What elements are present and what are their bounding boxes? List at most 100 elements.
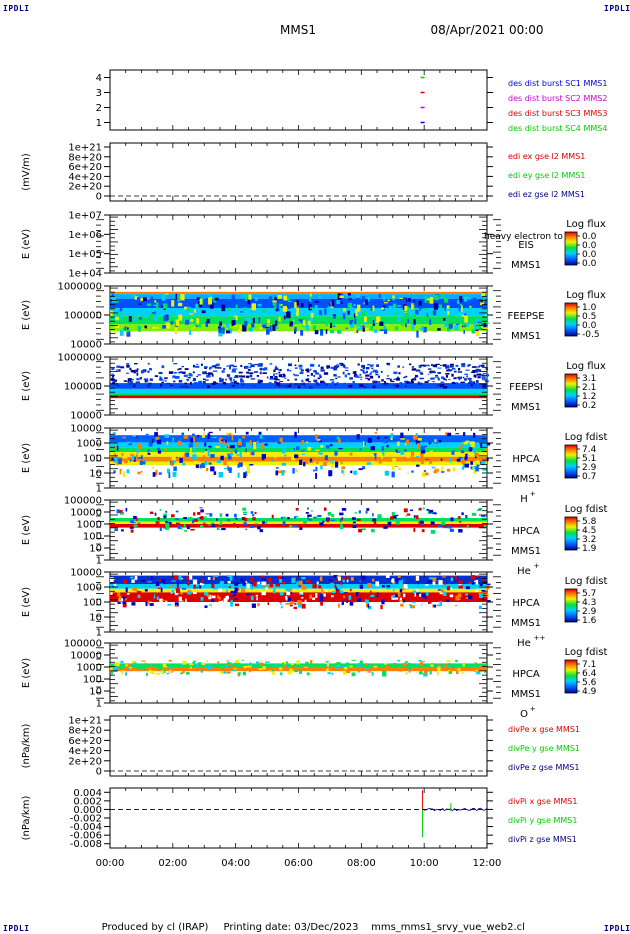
spectrogram-pixel <box>424 670 429 672</box>
spectrogram-pixel <box>458 529 463 533</box>
spectrogram-pixel <box>308 303 312 311</box>
spectrogram-pixel <box>294 431 297 438</box>
spectrogram-pixel <box>208 297 213 305</box>
spectrogram-pixel <box>457 376 463 379</box>
spectrogram-pixel <box>218 471 224 478</box>
spectrogram-pixel <box>483 296 485 303</box>
y-tick-label: 10 <box>89 687 102 698</box>
legend-entry: des dist burst SC2 MMS2 <box>508 94 607 103</box>
spectrogram-pixel <box>218 523 222 525</box>
spectrogram-pixel <box>314 379 318 383</box>
spectrogram-pixel <box>418 300 422 306</box>
spectrogram-pixel <box>464 315 468 323</box>
spectrogram-pixel <box>167 603 172 606</box>
spectrogram-pixel <box>318 364 320 367</box>
spectrogram-pixel <box>190 318 194 322</box>
spectrogram-pixel <box>265 661 270 663</box>
colorbar-tick-label: -0.5 <box>582 330 600 340</box>
spectrogram-pixel <box>252 583 256 589</box>
spectrogram-pixel <box>183 523 186 528</box>
spectrogram-pixel <box>142 297 148 302</box>
spectrogram-pixel <box>227 444 230 451</box>
spectrogram-pixel <box>150 458 153 462</box>
colorbar <box>564 302 578 337</box>
spectrogram-pixel <box>395 521 400 525</box>
spectrogram-pixel <box>309 307 314 309</box>
spectrogram-pixel <box>471 329 476 334</box>
spectrogram-pixel <box>470 466 473 470</box>
spectrogram-band <box>110 456 487 462</box>
spectrogram-pixel <box>202 371 206 375</box>
spectrogram-pixel <box>181 588 187 590</box>
spectrogram-pixel <box>390 433 394 439</box>
spectrogram-pixel <box>319 594 324 596</box>
spectrogram-pixel <box>460 381 465 384</box>
spectrogram-pixel <box>473 323 476 329</box>
spectrogram-pixel <box>374 454 377 460</box>
spectrogram-pixel <box>204 442 207 447</box>
spectrogram-pixel <box>478 592 481 595</box>
spectrogram-pixel <box>254 363 259 366</box>
y-tick-label: 1e+04 <box>68 269 102 280</box>
spectrogram-pixel <box>186 576 191 581</box>
spectrogram-pixel <box>112 432 116 435</box>
spectrogram-pixel <box>199 507 203 509</box>
spectrogram-pixel <box>310 660 313 665</box>
spectrogram-pixel <box>160 587 163 593</box>
spectrogram-pixel <box>351 517 356 520</box>
spectrogram-pixel <box>309 293 312 297</box>
y-tick-label: 1 <box>96 556 102 567</box>
spectrogram-pixel <box>255 582 260 586</box>
y-tick-label: 10000 <box>70 411 102 422</box>
spectrogram-pixel <box>415 515 419 520</box>
spectrogram-pixel <box>145 433 149 436</box>
spectrogram-pixel <box>423 470 427 472</box>
y-tick-label: 1000 <box>77 583 102 594</box>
spectrogram-pixel <box>403 508 408 513</box>
spectrogram-pixel <box>155 672 161 675</box>
spectrogram-pixel <box>411 366 415 368</box>
spectrogram-pixel <box>420 458 424 465</box>
spectrogram-pixel <box>130 519 134 524</box>
spectrogram-pixel <box>192 454 197 460</box>
spectrogram-pixel <box>281 462 287 466</box>
spectrogram-pixel <box>275 382 281 386</box>
spectrogram-pixel <box>472 432 476 439</box>
spectrogram-pixel <box>475 579 479 585</box>
spectrogram-pixel <box>419 593 421 597</box>
spectrogram-pixel <box>265 587 268 591</box>
spectrogram-pixel <box>144 589 148 592</box>
spectrogram-pixel <box>332 322 335 326</box>
spectrogram-pixel <box>439 304 443 309</box>
spectrogram-pixel <box>480 302 485 306</box>
spectrogram-pixel <box>181 432 185 436</box>
spectrogram-pixel <box>202 378 206 381</box>
spectrogram-pixel <box>186 299 189 304</box>
spectrogram-pixel <box>370 308 375 311</box>
spectrogram-pixel <box>435 374 439 377</box>
spectrogram-pixel <box>304 385 307 388</box>
spectrogram-pixel <box>193 518 198 522</box>
spectrogram-pixel <box>410 381 414 384</box>
spectrogram-pixel <box>413 319 416 325</box>
spectrogram-pixel <box>138 382 141 385</box>
spectrogram-pixel <box>455 382 459 384</box>
colorbar-tick-label: 0.0 <box>582 321 597 331</box>
spectrogram-pixel <box>136 667 142 670</box>
spectrogram-pixel <box>282 585 287 588</box>
spectrogram-pixel <box>142 667 147 671</box>
spectrogram-pixel <box>452 384 456 388</box>
y-tick-label: 1e+21 <box>68 143 102 154</box>
y-tick-label: 1 <box>96 484 102 495</box>
spectrogram-pixel <box>333 374 337 377</box>
spectrogram-pixel <box>318 384 321 386</box>
species-label: H <box>520 494 528 505</box>
spectrogram-pixel <box>144 380 147 383</box>
spectrogram-pixel <box>218 599 224 603</box>
spectrogram-pixel <box>432 381 435 383</box>
spectrogram-pixel <box>371 578 375 582</box>
y-tick-label: 6e+20 <box>68 162 102 173</box>
spectrogram-pixel <box>257 381 261 384</box>
